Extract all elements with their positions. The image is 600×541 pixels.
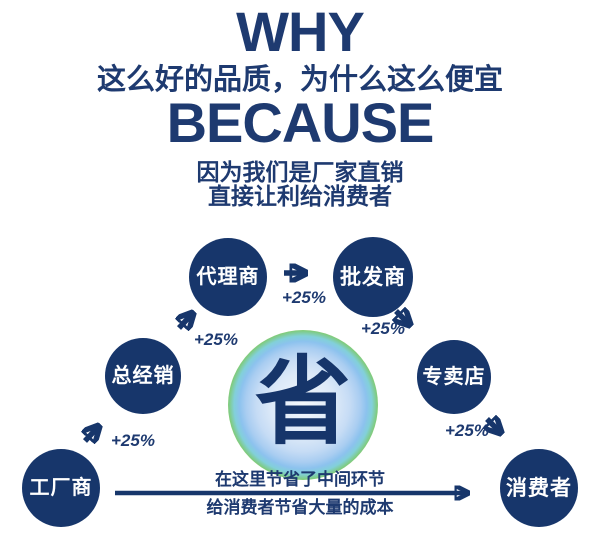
save-character: 省 — [255, 349, 351, 456]
chain-node-label: 工厂商 — [29, 477, 93, 499]
chain-node-label: 代理商 — [196, 266, 260, 288]
arrow-distributor-to-agent — [179, 313, 193, 328]
chain-node-label: 批发商 — [340, 265, 406, 289]
increment-label-3: +25% — [282, 288, 326, 307]
chain-node-label: 消费者 — [506, 476, 572, 500]
chain-node-consumer: 消费者 — [500, 449, 578, 527]
because-title: BECAUSE — [166, 91, 435, 154]
save-badge: 省 — [228, 330, 378, 480]
chain-node-specialty-store: 专卖店 — [417, 340, 491, 414]
chain-node-label: 总经销 — [111, 365, 175, 387]
increment-label-4: +25% — [361, 319, 405, 338]
factory-direct-line2: 直接让利给消费者 — [208, 183, 392, 209]
savings-note: 在这里节省了中间环节 给消费者节省大量的成本 — [150, 471, 450, 516]
arrow-factory-to-distributor — [85, 426, 99, 441]
factory-direct-line1: 因为我们是厂家直销 — [196, 159, 404, 185]
increment-label-1: +25% — [111, 431, 155, 450]
why-title: WHY — [236, 0, 365, 63]
increment-label-5: +25% — [445, 421, 489, 440]
increment-label-2: +25% — [194, 330, 238, 349]
chain-node-agent: 代理商 — [189, 238, 267, 316]
chain-node-general-distributor: 总经销 — [105, 338, 181, 414]
chain-node-label: 专卖店 — [422, 366, 486, 388]
quality-question-subtitle: 这么好的品质，为什么这么便宜 — [96, 64, 503, 96]
savings-note-line2: 给消费者节省大量的成本 — [206, 498, 394, 517]
savings-note-line1: 在这里节省了中间环节 — [215, 470, 385, 489]
chain-node-wholesaler: 批发商 — [333, 237, 413, 317]
arrow-store-to-consumer — [487, 419, 501, 433]
chain-node-factory: 工厂商 — [22, 449, 100, 527]
